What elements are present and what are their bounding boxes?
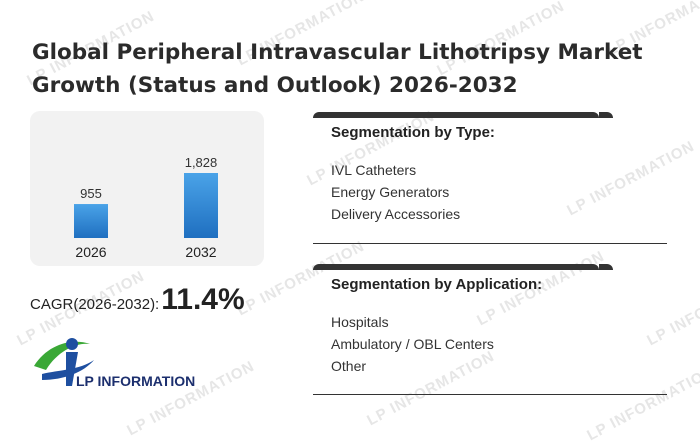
segmentation-type-list: IVL Catheters Energy Generators Delivery… [331, 159, 460, 225]
list-item: Other [331, 358, 367, 374]
cagr-block: CAGR(2026-2032): 11.4% [30, 283, 245, 317]
segmentation-type-title: Segmentation by Type: [331, 124, 495, 141]
cagr-value: 11.4% [161, 283, 245, 316]
list-item: IVL Catheters [331, 162, 417, 178]
list-item: Energy Generators [331, 184, 450, 200]
bar-value-label: 1,828 [185, 155, 218, 170]
box-top-bar [313, 264, 613, 270]
bar-chart-panel: 955 2026 1,828 2032 [30, 111, 264, 266]
segmentation-application-list: Hospitals Ambulatory / OBL Centers Other [331, 311, 494, 377]
bar-value-label: 955 [80, 186, 102, 201]
bar-chart: 955 2026 1,828 2032 [74, 155, 218, 260]
logo-graphic: LP INFORMATION [34, 338, 195, 389]
segmentation-application-title: Segmentation by Application: [331, 276, 543, 293]
cagr-label: CAGR(2026-2032): [30, 296, 160, 313]
box-top-bar [313, 112, 613, 118]
segmentation-by-application-box: Segmentation by Application: Hospitals A… [313, 264, 667, 395]
x-tick-label: 2026 [75, 244, 106, 260]
x-tick-label: 2032 [185, 244, 216, 260]
page-title: Global Peripheral Intravascular Lithotri… [32, 40, 643, 98]
bar-2026 [74, 204, 108, 238]
segmentation-by-type-box: Segmentation by Type: IVL Catheters Ener… [313, 112, 667, 244]
list-item: Hospitals [331, 314, 389, 330]
bar-2032 [184, 173, 218, 238]
list-item: Ambulatory / OBL Centers [331, 336, 494, 352]
lp-information-logo: LP INFORMATION [28, 330, 203, 399]
list-item: Delivery Accessories [331, 206, 461, 222]
logo-text: LP INFORMATION [76, 373, 195, 389]
